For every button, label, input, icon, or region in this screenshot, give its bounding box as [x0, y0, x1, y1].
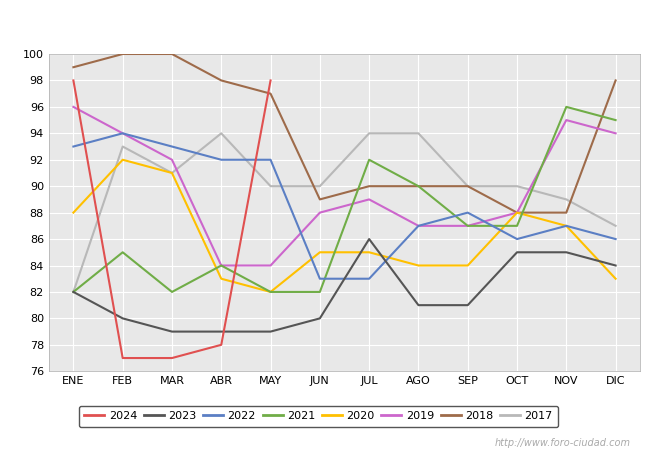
Legend: 2024, 2023, 2022, 2021, 2020, 2019, 2018, 2017: 2024, 2023, 2022, 2021, 2020, 2019, 2018…	[79, 406, 558, 427]
Text: http://www.foro-ciudad.com: http://www.foro-ciudad.com	[495, 438, 630, 448]
Text: Afiliados en Hontalbilla a 31/5/2024: Afiliados en Hontalbilla a 31/5/2024	[177, 14, 473, 33]
